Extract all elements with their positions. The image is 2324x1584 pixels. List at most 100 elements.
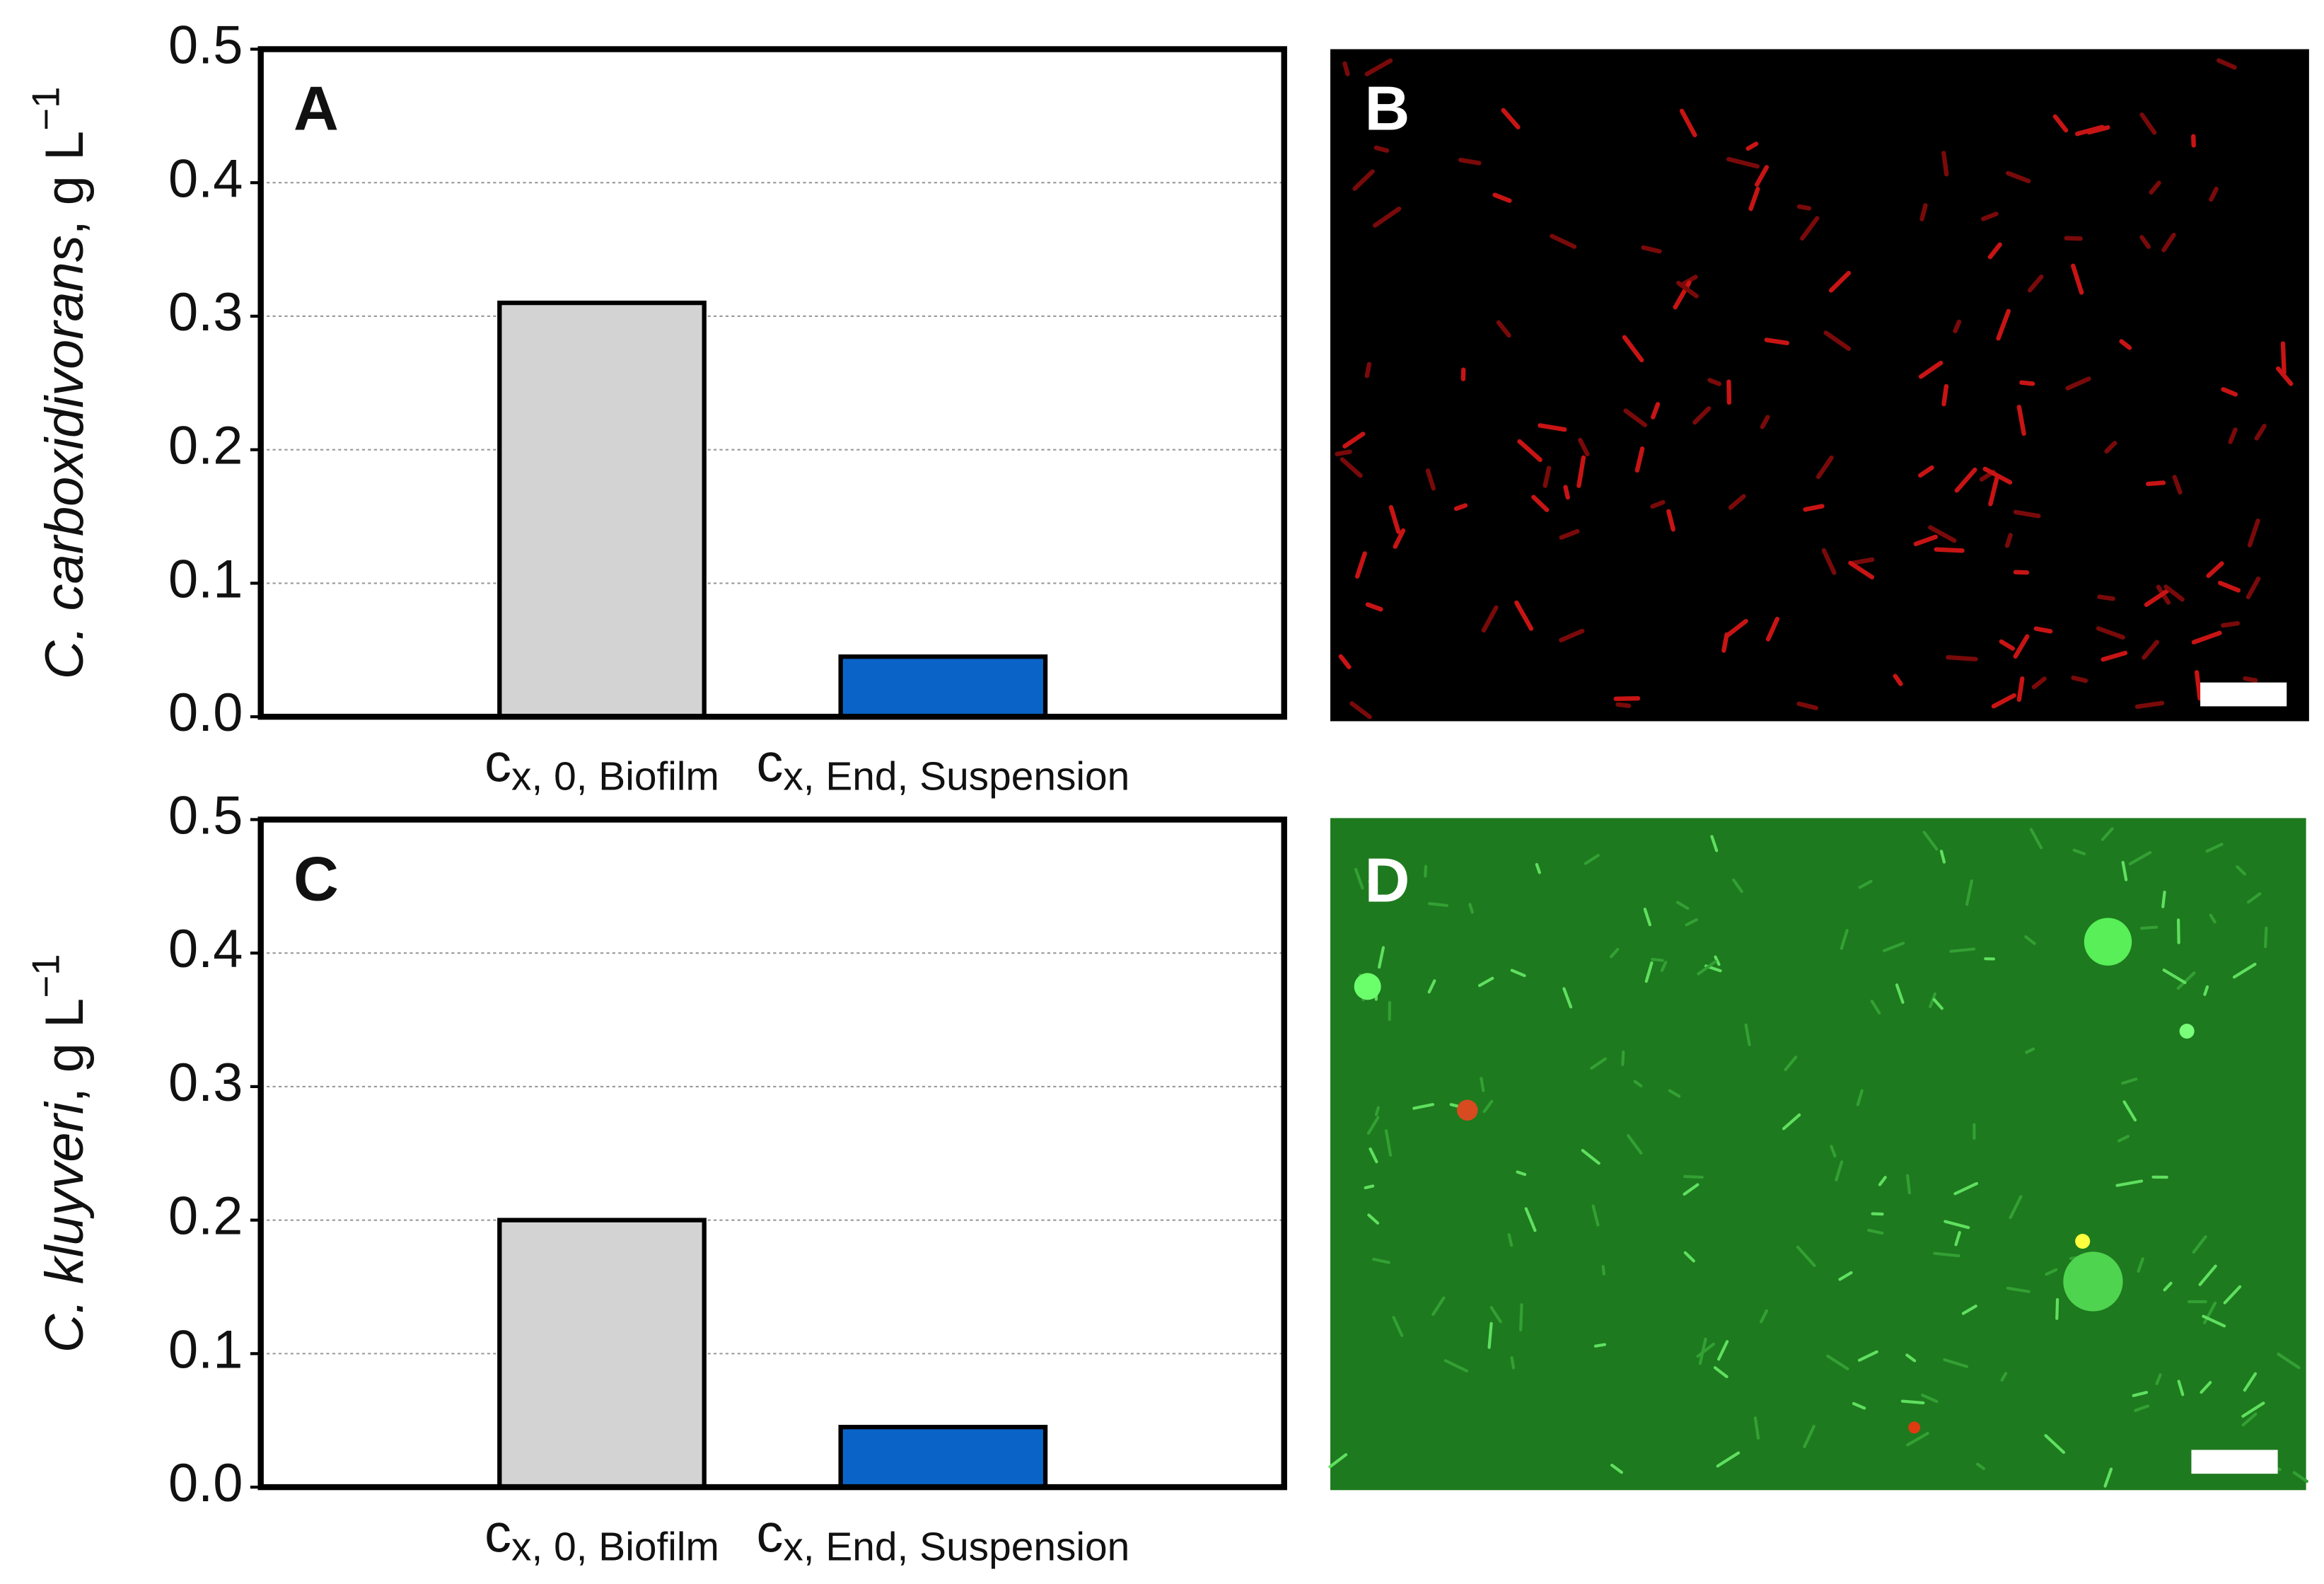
cell — [2004, 533, 2013, 548]
cell — [2172, 475, 2183, 495]
micrograph-d — [1330, 818, 2306, 1491]
cell — [2243, 1372, 2258, 1392]
cell — [1489, 1306, 1502, 1324]
cell — [1425, 468, 1436, 491]
cell — [1609, 947, 1620, 959]
cell — [2221, 387, 2238, 397]
y-tick-label: 0.4 — [168, 149, 243, 209]
cell — [1590, 1057, 1607, 1070]
cell — [1858, 879, 1873, 889]
cell — [1524, 1207, 1537, 1232]
y-tick-label: 0.2 — [168, 416, 243, 476]
cell — [2139, 112, 2157, 135]
cell — [2236, 865, 2246, 876]
cell-cluster — [1908, 1421, 1921, 1434]
cell — [1507, 1233, 1513, 1247]
cell — [1514, 600, 1534, 631]
cell — [2144, 589, 2170, 607]
cell — [2132, 1391, 2149, 1397]
cell — [1796, 204, 1811, 211]
cell — [1367, 1213, 1380, 1225]
cell — [1943, 1358, 1969, 1368]
y-tick-label: 0.1 — [168, 1319, 243, 1380]
cell — [1496, 320, 1511, 338]
cell — [2072, 848, 2086, 855]
cell — [2243, 676, 2258, 683]
panel-label: B — [1364, 73, 1410, 143]
cell — [1933, 1251, 1960, 1258]
cell — [1852, 1401, 1866, 1410]
cell — [2161, 890, 2166, 908]
cell — [1976, 1462, 1985, 1471]
cell — [2218, 580, 2241, 593]
cell — [1954, 467, 1977, 493]
cell — [1666, 509, 1675, 532]
cell — [2052, 114, 2069, 133]
cell — [2194, 670, 2202, 701]
cell — [1900, 1399, 1925, 1405]
cell — [1510, 969, 1526, 978]
cell — [1838, 1271, 1853, 1281]
cell — [1641, 245, 1662, 254]
cell — [1458, 157, 1482, 166]
cell — [1803, 504, 1825, 512]
cell — [1676, 280, 1699, 299]
cell — [1559, 628, 1585, 643]
cell — [1929, 992, 1937, 1009]
cell — [1685, 918, 1699, 927]
cell — [2045, 1268, 2058, 1276]
x-tick-label: cx, 0, Biofilm — [484, 734, 719, 799]
cell — [1745, 141, 1759, 151]
cell — [1918, 360, 1944, 379]
cell — [1388, 504, 1401, 534]
cell — [1584, 854, 1600, 865]
cell — [1615, 702, 1632, 708]
cell — [1764, 337, 1790, 345]
cell — [2024, 935, 2036, 945]
cell — [1905, 1353, 1917, 1363]
cell — [1372, 1257, 1390, 1264]
cell — [1393, 528, 1406, 549]
cell — [2101, 650, 2128, 662]
cell — [1651, 957, 1664, 962]
cell — [1335, 449, 1352, 456]
cell — [2254, 424, 2267, 441]
cell — [1867, 1228, 1884, 1235]
cell — [1753, 1416, 1760, 1440]
cell — [1623, 408, 1648, 427]
cell — [1482, 1099, 1494, 1114]
cell — [1531, 495, 1550, 512]
cell — [1946, 654, 1978, 661]
cell — [1427, 979, 1436, 994]
cell — [2232, 962, 2257, 979]
cell — [1815, 455, 1834, 480]
cell — [1480, 1077, 1485, 1092]
cell — [2096, 626, 2125, 640]
cell — [1660, 961, 1668, 972]
cell — [1987, 242, 2002, 260]
cell — [1487, 1322, 1493, 1349]
cell — [2246, 892, 2262, 904]
cell — [1999, 639, 2016, 651]
cell — [1621, 1050, 1625, 1066]
cell — [1988, 474, 2000, 507]
y-axis-label: C. kluyveri, g L−1 — [24, 954, 95, 1353]
cell — [2134, 700, 2165, 710]
cell — [1601, 1265, 1605, 1276]
cell — [1342, 432, 1366, 449]
cell — [1717, 1340, 1729, 1361]
cell — [1453, 503, 1468, 511]
cell — [1349, 701, 1372, 719]
cell — [1895, 983, 1905, 1004]
cell — [1443, 1359, 1469, 1372]
cell — [1492, 192, 1512, 203]
cell — [2119, 339, 2132, 350]
cell — [1906, 1431, 1929, 1447]
cell — [1941, 383, 1949, 407]
cell-cluster — [2084, 918, 2132, 966]
cell — [1510, 1355, 1516, 1370]
cell — [2006, 170, 2031, 184]
cell-cluster — [2063, 1251, 2123, 1312]
x-tick-label: cx, End, Suspension — [756, 1504, 1129, 1570]
cell — [1882, 942, 1905, 952]
